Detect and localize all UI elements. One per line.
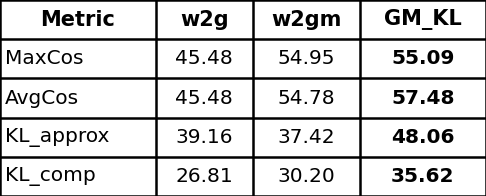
- Text: 35.62: 35.62: [391, 167, 454, 186]
- Text: GM_KL: GM_KL: [384, 9, 462, 30]
- Text: w2g: w2g: [180, 10, 228, 30]
- Text: MaxCos: MaxCos: [5, 49, 84, 68]
- Text: w2gm: w2gm: [271, 10, 341, 30]
- Text: 37.42: 37.42: [278, 128, 335, 147]
- Text: 54.78: 54.78: [278, 89, 335, 107]
- Text: 57.48: 57.48: [391, 89, 454, 107]
- Text: 30.20: 30.20: [278, 167, 335, 186]
- Text: 45.48: 45.48: [175, 49, 233, 68]
- Text: 55.09: 55.09: [391, 49, 454, 68]
- Text: KL_comp: KL_comp: [5, 167, 96, 186]
- Text: 48.06: 48.06: [391, 128, 454, 147]
- Text: KL_approx: KL_approx: [5, 128, 109, 147]
- Text: AvgCos: AvgCos: [5, 89, 79, 107]
- Text: 45.48: 45.48: [175, 89, 233, 107]
- Text: 39.16: 39.16: [175, 128, 233, 147]
- Text: 26.81: 26.81: [175, 167, 233, 186]
- Text: Metric: Metric: [40, 10, 115, 30]
- Text: 54.95: 54.95: [278, 49, 335, 68]
